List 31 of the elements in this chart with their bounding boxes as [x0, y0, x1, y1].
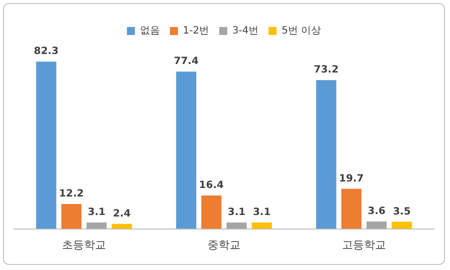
bar: [252, 222, 272, 229]
data-label: 3.5: [392, 206, 411, 218]
bar: [226, 222, 247, 229]
data-label: 16.4: [199, 180, 224, 192]
x-tick-label: 초등학교: [62, 238, 106, 252]
x-tick-label: 고등학교: [342, 238, 386, 252]
data-label: 2.4: [112, 208, 131, 220]
bar: [366, 221, 387, 229]
data-label: 12.2: [59, 188, 84, 200]
bar: [86, 222, 107, 229]
data-label: 3.1: [252, 207, 271, 218]
bar: [112, 224, 132, 229]
data-label: 3.1: [228, 207, 246, 218]
data-label: 3.1: [88, 207, 106, 218]
x-tick-label: 중학교: [208, 238, 240, 252]
data-label: 77.4: [174, 56, 199, 68]
bar: [341, 188, 362, 229]
legend-label: 3-4번: [232, 26, 259, 37]
bar: [201, 195, 222, 229]
data-label: 73.2: [314, 64, 339, 76]
legend-label: 5번 이상: [282, 26, 322, 37]
data-label: 3.6: [368, 206, 386, 218]
bar: [36, 62, 56, 229]
legend-label: 1-2번: [182, 26, 210, 37]
bar: [392, 222, 412, 229]
bar: [316, 80, 336, 229]
bar: [176, 72, 196, 229]
data-label: 19.7: [339, 173, 364, 184]
data-label: 82.3: [34, 46, 59, 58]
legend-label: 없음: [140, 26, 160, 37]
bar: [61, 204, 82, 229]
